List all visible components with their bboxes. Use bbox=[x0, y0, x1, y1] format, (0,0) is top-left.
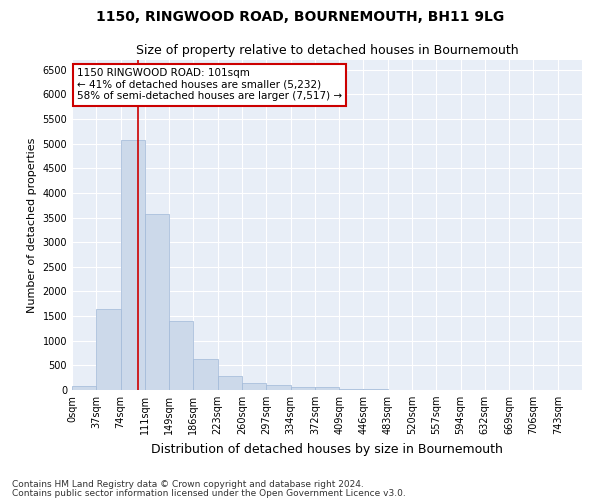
X-axis label: Distribution of detached houses by size in Bournemouth: Distribution of detached houses by size … bbox=[151, 442, 503, 456]
Bar bbox=[72, 386, 96, 390]
Text: 1150, RINGWOOD ROAD, BOURNEMOUTH, BH11 9LG: 1150, RINGWOOD ROAD, BOURNEMOUTH, BH11 9… bbox=[96, 10, 504, 24]
Bar bbox=[339, 388, 364, 390]
Bar bbox=[364, 389, 388, 390]
Bar bbox=[266, 385, 290, 390]
Bar bbox=[96, 308, 121, 390]
Bar bbox=[169, 321, 193, 390]
Bar bbox=[290, 386, 315, 390]
Text: 1150 RINGWOOD ROAD: 101sqm
← 41% of detached houses are smaller (5,232)
58% of s: 1150 RINGWOOD ROAD: 101sqm ← 41% of deta… bbox=[77, 68, 342, 102]
Text: Contains HM Land Registry data © Crown copyright and database right 2024.: Contains HM Land Registry data © Crown c… bbox=[12, 480, 364, 489]
Bar bbox=[218, 376, 242, 390]
Bar bbox=[193, 360, 218, 390]
Bar bbox=[145, 214, 169, 390]
Y-axis label: Number of detached properties: Number of detached properties bbox=[27, 138, 37, 312]
Bar bbox=[242, 383, 266, 390]
Title: Size of property relative to detached houses in Bournemouth: Size of property relative to detached ho… bbox=[136, 44, 518, 58]
Bar bbox=[315, 388, 339, 390]
Bar bbox=[121, 140, 145, 390]
Text: Contains public sector information licensed under the Open Government Licence v3: Contains public sector information licen… bbox=[12, 488, 406, 498]
